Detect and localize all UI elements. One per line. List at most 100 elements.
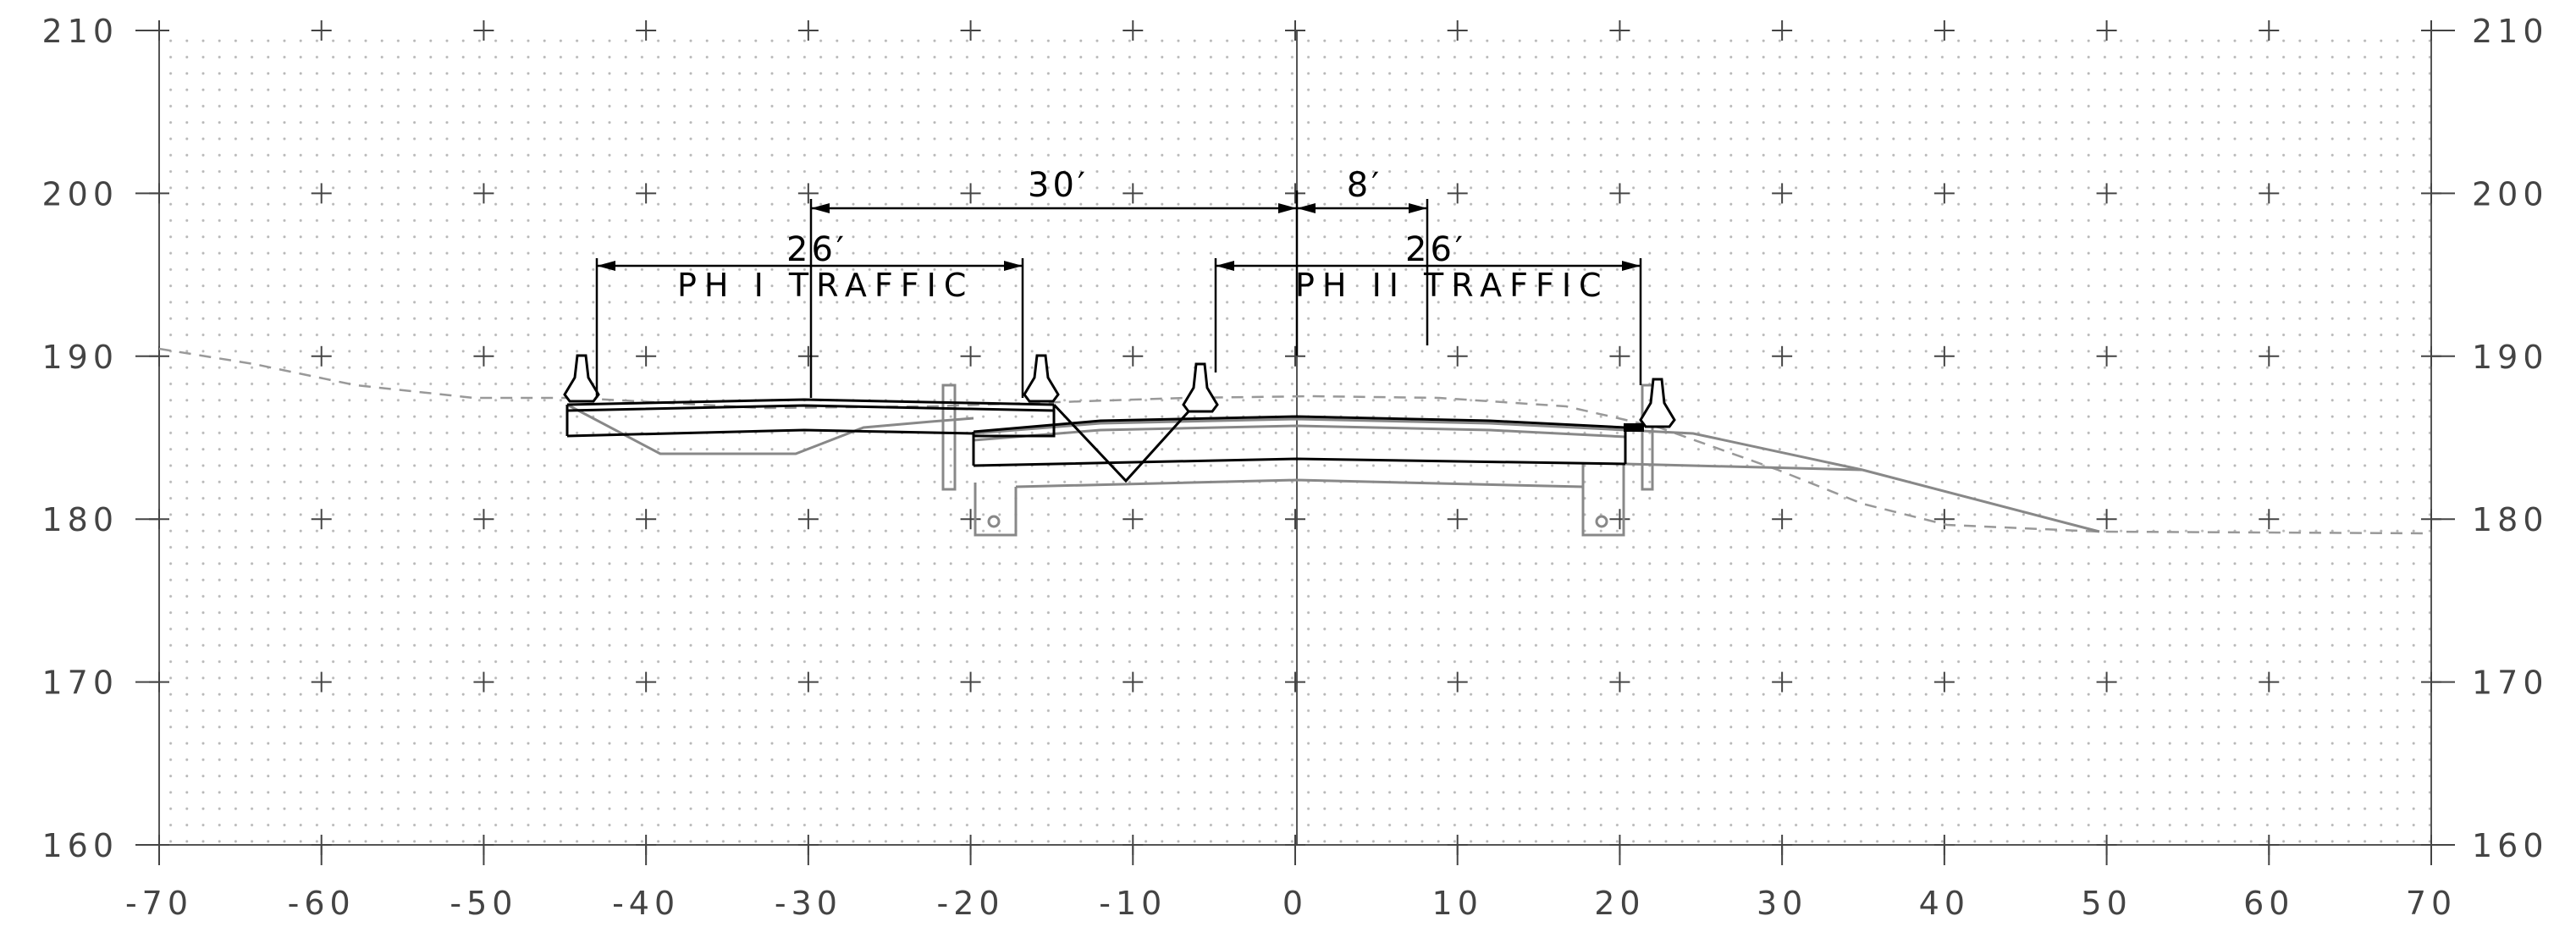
- grid-cross: [311, 345, 332, 367]
- phase-one-construction: [565, 398, 1627, 483]
- grid-cross: [636, 671, 657, 692]
- grid-cross: [1123, 20, 1144, 41]
- grid-cross: [2259, 183, 2280, 204]
- grid-cross: [1447, 671, 1468, 692]
- grid-cross: [1285, 183, 1305, 204]
- grid-cross: [797, 671, 819, 692]
- grid-cross: [1933, 671, 1955, 692]
- barrier-anchor-block: [1624, 423, 1644, 432]
- grid-cross: [2259, 509, 2280, 530]
- grid-cross: [797, 345, 819, 367]
- dimension-arrowheads: [597, 203, 1641, 271]
- grid-cross: [1609, 183, 1630, 204]
- grid-cross: [2259, 671, 2280, 692]
- jersey-barrier-icon: [1182, 362, 1219, 413]
- grid-cross: [797, 183, 819, 204]
- proposed-roadway: [566, 383, 2100, 537]
- grid-cross: [473, 20, 494, 41]
- grid-cross: [797, 20, 819, 41]
- grid-cross: [1447, 20, 1468, 41]
- x-tick-label: 60: [2243, 885, 2294, 922]
- dimension-lines: [595, 190, 1642, 398]
- phase-one-traffic-note: PH I TRAFFIC: [677, 267, 974, 304]
- y-tick-label-left: 170: [41, 665, 119, 702]
- x-tick-label: -10: [1099, 885, 1167, 922]
- y-tick-label-left: 190: [41, 339, 119, 376]
- y-tick-label-right: 190: [2472, 339, 2549, 376]
- grid-cross: [1447, 509, 1468, 530]
- grid-cross: [960, 509, 981, 530]
- grid-cross: [2096, 671, 2117, 692]
- dimension-26ft-right: 26′: [1405, 230, 1466, 269]
- x-tick-label: -20: [937, 885, 1005, 922]
- x-tick-label: 20: [1594, 885, 1645, 922]
- grid-cross: [1772, 671, 1793, 692]
- grid-cross: [311, 20, 332, 41]
- grid-cross: [1609, 345, 1630, 367]
- grid-cross: [960, 345, 981, 367]
- grid-cross: [311, 183, 332, 204]
- x-tick-label: -60: [288, 885, 356, 922]
- x-axis-labels: -70 -60 -50 -40 -30 -20 -10 0 10 20 30 40 50 60 70: [125, 885, 2457, 922]
- grid-cross: [1285, 20, 1305, 41]
- grid-cross: [960, 20, 981, 41]
- dimension-30ft: 30′: [1028, 166, 1089, 205]
- grid-cross: [1933, 20, 1955, 41]
- x-tick-label: 0: [1282, 885, 1308, 922]
- grid-cross: [1123, 671, 1144, 692]
- phase-two-traffic-note: PH II TRAFFIC: [1295, 267, 1609, 304]
- x-tick-label: -70: [125, 885, 193, 922]
- grid-cross: [473, 183, 494, 204]
- grid-cross: [311, 509, 332, 530]
- grid-cross: [473, 345, 494, 367]
- jersey-barrier-icon: [1023, 354, 1060, 403]
- x-tick-label: 40: [1919, 885, 1970, 922]
- grid-dots: [159, 30, 2431, 845]
- y-tick-label-left: 160: [41, 827, 119, 864]
- grid-cross: [960, 183, 981, 204]
- grid-cross: [1772, 509, 1793, 530]
- y-tick-label-left: 210: [41, 13, 119, 50]
- grid-cross: [473, 509, 494, 530]
- grid-cross: [797, 509, 819, 530]
- grid-cross: [2096, 509, 2117, 530]
- grid-cross: [2259, 345, 2280, 367]
- grid-cross: [636, 345, 657, 367]
- grid-cross: [1285, 671, 1305, 692]
- grid-crosses: [135, 20, 2455, 865]
- x-tick-label: -50: [450, 885, 517, 922]
- grid-cross: [1447, 345, 1468, 367]
- x-tick-label: 30: [1757, 885, 1807, 922]
- grid-cross: [1123, 183, 1144, 204]
- y-tick-label-right: 200: [2472, 175, 2549, 212]
- grid-cross: [1772, 183, 1793, 204]
- x-tick-label: 50: [2081, 885, 2132, 922]
- grid-cross: [1933, 183, 1955, 204]
- y-tick-label-right: 180: [2472, 501, 2549, 538]
- grid-cross: [636, 509, 657, 530]
- grid-cross: [1609, 20, 1630, 41]
- grid-cross: [473, 671, 494, 692]
- y-axis-labels: 160 160 170 170 180 180 190 190 200 200 210 210: [41, 13, 2549, 864]
- grid-cross: [1772, 345, 1793, 367]
- x-tick-label: 70: [2406, 885, 2457, 922]
- x-tick-label: 10: [1432, 885, 1483, 922]
- y-tick-label-left: 180: [41, 501, 119, 538]
- y-tick-label-right: 160: [2472, 827, 2549, 864]
- y-tick-label-right: 210: [2472, 13, 2549, 50]
- grid-cross: [1285, 509, 1305, 530]
- x-tick-label: -30: [775, 885, 842, 922]
- grid-cross: [1285, 345, 1305, 367]
- grid-cross: [1609, 671, 1630, 692]
- grid-cross: [636, 183, 657, 204]
- grid-cross: [1933, 509, 1955, 530]
- grid-cross: [2096, 20, 2117, 41]
- grid-cross: [1933, 345, 1955, 367]
- grid-cross: [311, 671, 332, 692]
- grid-cross: [2096, 345, 2117, 367]
- jersey-barrier-icon: [1639, 378, 1676, 428]
- grid-cross: [1123, 345, 1144, 367]
- grid-cross: [2259, 20, 2280, 41]
